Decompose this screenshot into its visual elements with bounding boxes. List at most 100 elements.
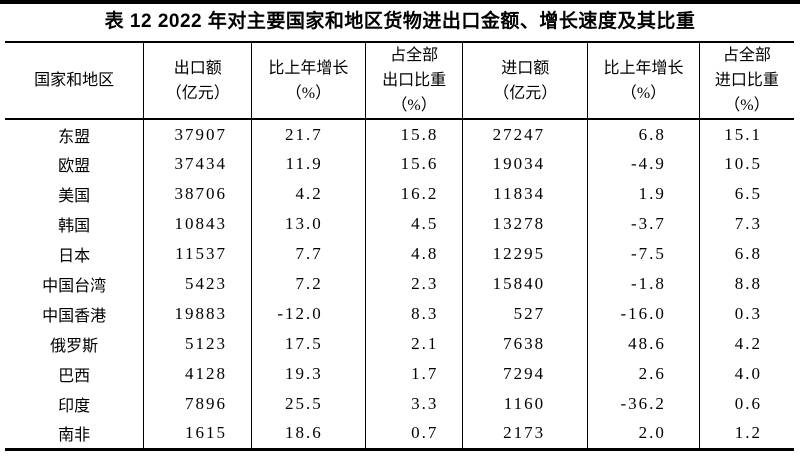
cell-export-share: 15.8	[364, 119, 463, 149]
cell-export-share: 3.3	[364, 389, 463, 419]
cell-export-growth: 13.0	[251, 209, 366, 239]
table-row: 印度 7896 25.5 3.3 1160 -36.2 0.6	[5, 389, 794, 419]
table-row: 俄罗斯 5123 17.5 2.1 7638 48.6 4.2	[5, 329, 794, 359]
trade-table-container: 国家和地区 出口额 （亿元） 比上年增长 （%） 占全部 出口比重 （%） 进口…	[5, 41, 794, 451]
cell-export-amount: 5123	[143, 329, 252, 359]
cell-export-growth: 4.2	[251, 179, 366, 209]
cell-import-growth: -3.7	[587, 209, 700, 239]
cell-import-amount: 527	[462, 299, 588, 329]
cell-export-share: 1.7	[364, 359, 463, 389]
cell-export-share: 2.3	[364, 269, 463, 299]
cell-import-amount: 1160	[462, 389, 588, 419]
cell-export-amount: 10843	[143, 209, 252, 239]
cell-export-amount: 5423	[143, 269, 252, 299]
cell-import-share: 0.3	[698, 299, 794, 329]
cell-export-amount: 11537	[143, 239, 252, 269]
col-header-import-amount: 进口额 （亿元）	[462, 42, 588, 120]
cell-export-growth: 7.7	[251, 239, 366, 269]
table-row: 日本 11537 7.7 4.8 12295 -7.5 6.8	[5, 239, 794, 269]
col-header-export-amount: 出口额 （亿元）	[143, 42, 252, 120]
cell-import-growth: -36.2	[587, 389, 700, 419]
cell-import-amount: 11834	[462, 179, 588, 209]
cell-import-amount: 7638	[462, 329, 588, 359]
cell-import-share: 1.2	[698, 419, 794, 449]
cell-import-share: 4.2	[698, 329, 794, 359]
table-row: 美国 38706 4.2 16.2 11834 1.9 6.5	[5, 179, 794, 209]
cell-export-growth: -12.0	[251, 299, 366, 329]
col-header-export-growth: 比上年增长 （%）	[251, 42, 366, 120]
cell-import-share: 8.8	[698, 269, 794, 299]
cell-export-amount: 4128	[143, 359, 252, 389]
table-row: 中国香港 19883 -12.0 8.3 527 -16.0 0.3	[5, 299, 794, 329]
cell-country-name: 美国	[58, 188, 91, 205]
trade-table: 国家和地区 出口额 （亿元） 比上年增长 （%） 占全部 出口比重 （%） 进口…	[5, 41, 794, 451]
col-header-country: 国家和地区	[5, 42, 144, 120]
table-row: 巴西 4128 19.3 1.7 7294 2.6 4.0	[5, 359, 794, 389]
cell-import-amount: 27247	[462, 119, 588, 149]
table-row: 韩国 10843 13.0 4.5 13278 -3.7 7.3	[5, 209, 794, 239]
cell-export-amount: 1615	[143, 419, 252, 449]
cell-export-growth: 7.2	[251, 269, 366, 299]
cell-import-growth: 6.8	[587, 119, 700, 149]
cell-import-growth: -7.5	[587, 239, 700, 269]
cell-country-name: 印度	[58, 398, 91, 415]
cell-import-growth: -4.9	[587, 149, 700, 179]
cell-export-growth: 19.3	[251, 359, 366, 389]
cell-import-amount: 19034	[462, 149, 588, 179]
cell-import-growth: -16.0	[587, 299, 700, 329]
col-header-import-share: 占全部 进口比重 （%）	[698, 42, 794, 120]
cell-import-share: 6.5	[698, 179, 794, 209]
col-header-import-growth: 比上年增长 （%）	[587, 42, 700, 120]
table-row: 南非 1615 18.6 0.7 2173 2.0 1.2	[5, 419, 794, 449]
cell-export-amount: 19883	[143, 299, 252, 329]
cell-export-growth: 21.7	[251, 119, 366, 149]
cell-import-share: 4.0	[698, 359, 794, 389]
cell-export-share: 15.6	[364, 149, 463, 179]
cell-import-growth: 48.6	[587, 329, 700, 359]
cell-export-share: 4.8	[364, 239, 463, 269]
page-top-rule	[0, 0, 800, 4]
cell-country-name: 巴西	[58, 368, 91, 385]
cell-import-amount: 15840	[462, 269, 588, 299]
header-row: 国家和地区 出口额 （亿元） 比上年增长 （%） 占全部 出口比重 （%） 进口…	[5, 42, 794, 120]
cell-import-share: 10.5	[698, 149, 794, 179]
cell-export-share: 16.2	[364, 179, 463, 209]
cell-import-growth: 2.6	[587, 359, 700, 389]
cell-export-growth: 25.5	[251, 389, 366, 419]
cell-country-name: 欧盟	[58, 158, 91, 175]
table-row: 中国台湾 5423 7.2 2.3 15840 -1.8 8.8	[5, 269, 794, 299]
cell-import-amount: 2173	[462, 419, 588, 449]
cell-country-name: 俄罗斯	[50, 338, 99, 355]
table-row: 东盟 37907 21.7 15.8 27247 6.8 15.1	[5, 119, 794, 149]
cell-export-share: 4.5	[364, 209, 463, 239]
cell-export-share: 0.7	[364, 419, 463, 449]
col-header-export-share: 占全部 出口比重 （%）	[364, 42, 463, 120]
cell-export-amount: 37434	[143, 149, 252, 179]
cell-export-share: 8.3	[364, 299, 463, 329]
cell-export-amount: 38706	[143, 179, 252, 209]
cell-import-amount: 13278	[462, 209, 588, 239]
cell-country-name: 日本	[58, 248, 91, 265]
header-label: 国家和地区	[34, 72, 115, 89]
cell-country-name: 南非	[58, 427, 91, 445]
cell-import-share: 7.3	[698, 209, 794, 239]
cell-export-growth: 17.5	[251, 329, 366, 359]
cell-export-growth: 11.9	[251, 149, 366, 179]
table-title: 表 12 2022 年对主要国家和地区货物进出口金额、增长速度及其比重	[104, 11, 696, 32]
cell-country-name: 中国香港	[42, 308, 107, 325]
cell-import-share: 0.6	[698, 389, 794, 419]
cell-import-amount: 12295	[462, 239, 588, 269]
cell-country-name: 中国台湾	[42, 278, 107, 295]
table-row: 欧盟 37434 11.9 15.6 19034 -4.9 10.5	[5, 149, 794, 179]
cell-import-growth: -1.8	[587, 269, 700, 299]
cell-import-growth: 2.0	[587, 419, 700, 449]
cell-country-name: 东盟	[58, 128, 91, 146]
cell-export-growth: 18.6	[251, 419, 366, 449]
cell-export-amount: 37907	[143, 119, 252, 149]
cell-import-share: 15.1	[698, 119, 794, 149]
cell-export-share: 2.1	[364, 329, 463, 359]
cell-export-amount: 7896	[143, 389, 252, 419]
cell-country-name: 韩国	[58, 218, 91, 235]
cell-import-share: 6.8	[698, 239, 794, 269]
cell-import-amount: 7294	[462, 359, 588, 389]
